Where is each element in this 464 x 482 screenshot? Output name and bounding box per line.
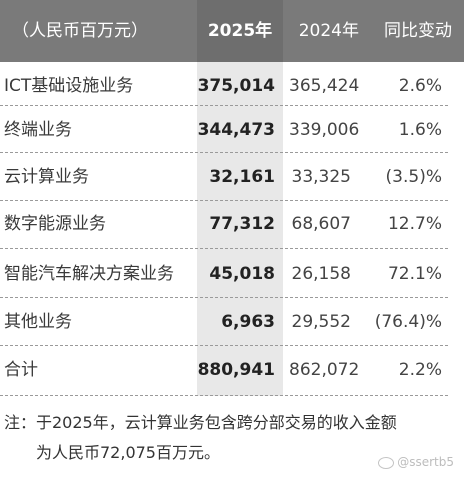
highlight-column-2025 — [197, 62, 283, 396]
table-row: 终端业务 344,473 339,006 1.6% — [0, 106, 464, 154]
footnote-line-1: 注：于2025年，云计算业务包含跨分部交易的收入金额 — [4, 413, 397, 432]
value-change: (76.4)% — [374, 312, 442, 332]
value-2024: 339,006 — [289, 120, 360, 140]
value-2024: 68,607 — [291, 214, 351, 234]
row-label: ICT基础设施业务 — [4, 76, 134, 96]
value-change: (3.5)% — [385, 167, 442, 187]
weibo-icon — [378, 456, 395, 469]
table-row: ICT基础设施业务 375,014 365,424 2.6% — [0, 62, 464, 110]
row-label: 智能汽车解决方案业务 — [4, 264, 174, 284]
row-label: 合计 — [4, 360, 38, 380]
row-divider — [0, 152, 448, 153]
value-2024: 26,158 — [291, 264, 351, 284]
value-2025: 45,018 — [209, 264, 275, 284]
value-2024: 29,552 — [291, 312, 351, 332]
column-header-2025: 2025年 — [197, 0, 283, 62]
table-row: 数字能源业务 77,312 68,607 12.7% — [0, 200, 464, 248]
value-change: 1.6% — [398, 120, 442, 140]
table-row: 其他业务 6,963 29,552 (76.4)% — [0, 298, 464, 346]
row-divider — [0, 200, 448, 201]
value-2025: 375,014 — [197, 76, 275, 96]
value-2025: 880,941 — [197, 360, 275, 380]
column-header-2024: 2024年 — [298, 21, 359, 41]
value-change: 2.6% — [398, 76, 442, 96]
footnote-line-2: 为人民币72,075百万元。 — [36, 443, 220, 462]
value-change: 72.1% — [387, 264, 442, 284]
value-2024: 33,325 — [291, 167, 351, 187]
value-2025: 6,963 — [221, 312, 275, 332]
row-divider — [0, 105, 448, 106]
unit-label: （人民币百万元） — [12, 21, 148, 41]
value-2025: 77,312 — [209, 214, 275, 234]
column-header-change: 同比变动 — [384, 21, 452, 41]
row-label: 其他业务 — [4, 312, 72, 332]
row-label: 云计算业务 — [4, 167, 89, 187]
table-row-total: 合计 880,941 862,072 2.2% — [0, 346, 464, 394]
value-2024: 365,424 — [289, 76, 360, 96]
table-row: 智能汽车解决方案业务 45,018 26,158 72.1% — [0, 250, 464, 298]
value-change: 12.7% — [387, 214, 442, 234]
table-row: 云计算业务 32,161 33,325 (3.5)% — [0, 153, 464, 201]
footnote: 注：于2025年，云计算业务包含跨分部交易的收入金额 为人民币72,075百万元… — [4, 408, 444, 468]
row-label: 终端业务 — [4, 120, 72, 140]
value-2025: 344,473 — [197, 120, 275, 140]
watermark-text: @ssertb5 — [397, 455, 454, 469]
table-header: （人民币百万元） 2025年 2024年 同比变动 — [0, 0, 464, 62]
row-divider — [0, 248, 448, 249]
row-divider — [0, 395, 448, 396]
value-2025: 32,161 — [209, 167, 275, 187]
row-divider — [0, 297, 448, 298]
row-divider — [0, 345, 448, 346]
value-2024: 862,072 — [289, 360, 360, 380]
row-label: 数字能源业务 — [4, 214, 106, 234]
value-change: 2.2% — [398, 360, 442, 380]
watermark: @ssertb5 — [378, 455, 454, 469]
